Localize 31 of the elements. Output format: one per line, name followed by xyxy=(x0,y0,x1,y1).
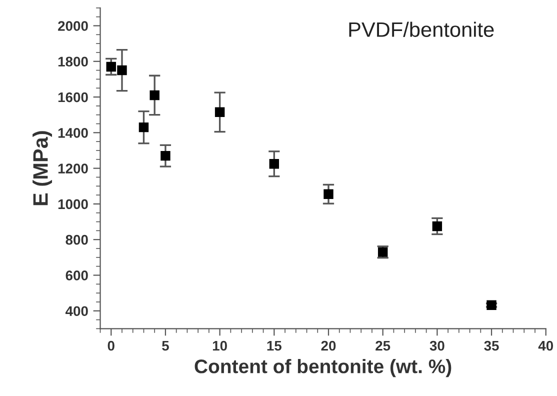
y-tick-label: 1200 xyxy=(58,164,88,174)
x-axis-title: Content of bentonite (wt. %) xyxy=(194,358,452,378)
point xyxy=(269,158,280,169)
point xyxy=(117,65,127,76)
y-tick-label: 2000 xyxy=(58,21,88,31)
x-tick-label: 10 xyxy=(212,340,227,351)
x-tick-label: 20 xyxy=(321,340,336,351)
x-tick-label: 5 xyxy=(162,340,169,351)
point xyxy=(432,221,442,232)
y-tick-label: 800 xyxy=(66,234,88,245)
y-tick-label: 1600 xyxy=(58,92,88,102)
y-tick-label: 600 xyxy=(66,270,88,280)
x-tick-label: 35 xyxy=(484,340,499,351)
y-tick-label: 400 xyxy=(65,306,88,316)
y-tick-label: 1000 xyxy=(58,199,88,210)
point xyxy=(160,150,170,161)
text: PVDF/bentonite xyxy=(349,22,494,37)
y-tick-label: 1800 xyxy=(58,56,88,67)
x-tick-label: 30 xyxy=(430,340,444,351)
x-tick-label: 40 xyxy=(538,340,554,351)
x-tick-label: 25 xyxy=(376,340,390,351)
point xyxy=(324,189,334,199)
x-tick-label: 15 xyxy=(267,340,282,351)
point xyxy=(486,300,496,310)
point xyxy=(106,62,116,72)
x-tick-label: 0 xyxy=(108,340,114,351)
y-tick-label: 1400 xyxy=(58,128,88,138)
point xyxy=(138,122,149,132)
point xyxy=(214,107,225,118)
y-axis-title: E (MPa) xyxy=(32,131,52,206)
point xyxy=(150,90,160,100)
